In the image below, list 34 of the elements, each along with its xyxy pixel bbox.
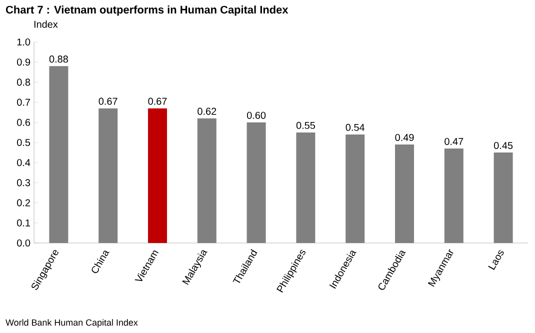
- y-tick-label: 1.0: [17, 38, 30, 46]
- bar: [246, 122, 266, 243]
- data-label: 0.67: [98, 98, 118, 105]
- y-tick-label: 0.1: [17, 219, 30, 226]
- bar: [346, 134, 365, 243]
- bar: [494, 152, 513, 243]
- bar: [395, 144, 414, 243]
- y-tick-label: 0.6: [17, 118, 30, 126]
- y-tick-label: 0.3: [17, 179, 30, 186]
- bar: [197, 118, 216, 243]
- data-label: 0.54: [346, 124, 365, 131]
- y-tick-label: 0.4: [17, 159, 30, 166]
- y-tick-label: 0.2: [17, 199, 30, 206]
- bar: [148, 108, 168, 243]
- data-label: 0.67: [148, 98, 167, 105]
- data-label: 0.49: [395, 134, 414, 141]
- bar: [296, 132, 316, 243]
- bar: [49, 66, 68, 243]
- y-tick-label: 0.0: [17, 239, 30, 247]
- y-tick-label: 0.9: [17, 58, 30, 66]
- data-label: 0.88: [49, 56, 68, 63]
- y-axis-title: Index: [34, 20, 58, 28]
- y-tick-label: 0.7: [17, 98, 30, 106]
- y-tick-label: 0.8: [17, 78, 30, 86]
- y-tick-label: 0.5: [17, 138, 30, 146]
- data-label: 0.47: [444, 138, 464, 146]
- data-label: 0.45: [494, 142, 513, 150]
- data-label: 0.62: [198, 108, 216, 115]
- bar: [444, 148, 464, 243]
- bar: [98, 108, 118, 243]
- chart-title: Chart 7 : Vietnam outperforms in Human Capital Index: [6, 6, 288, 16]
- data-label: 0.55: [296, 122, 315, 129]
- text: World Bank Human Capital Index: [6, 319, 138, 328]
- data-label: 0.60: [247, 112, 266, 119]
